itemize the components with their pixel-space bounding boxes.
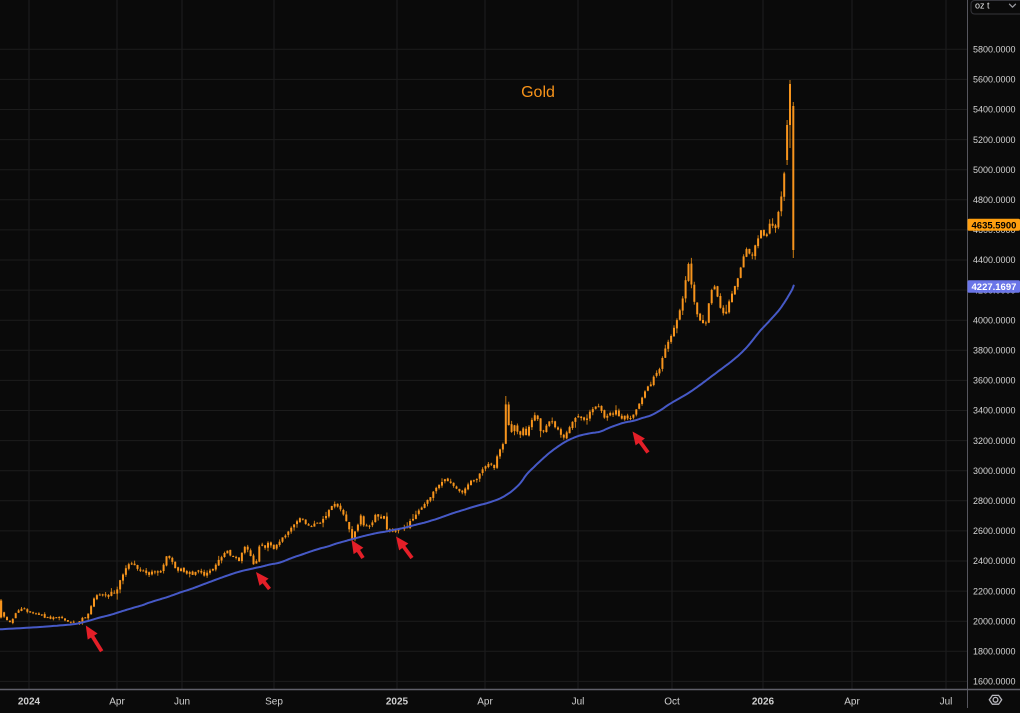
svg-text:4400.0000: 4400.0000 [973,255,1016,265]
svg-text:Apr: Apr [109,697,125,708]
svg-text:Oct: Oct [664,697,680,708]
svg-text:2400.0000: 2400.0000 [973,556,1016,566]
svg-text:2025: 2025 [386,697,409,708]
svg-text:3400.0000: 3400.0000 [973,406,1016,416]
svg-text:Sep: Sep [265,697,283,708]
svg-text:5000.0000: 5000.0000 [973,165,1016,175]
svg-text:3200.0000: 3200.0000 [973,436,1016,446]
svg-text:5600.0000: 5600.0000 [973,75,1016,85]
svg-text:2000.0000: 2000.0000 [973,616,1016,626]
svg-text:Apr: Apr [844,697,860,708]
svg-text:Jul: Jul [572,697,585,708]
svg-text:3800.0000: 3800.0000 [973,346,1016,356]
svg-text:5400.0000: 5400.0000 [973,105,1016,115]
svg-text:2026: 2026 [752,697,775,708]
svg-text:Apr: Apr [477,697,493,708]
svg-text:5200.0000: 5200.0000 [973,135,1016,145]
svg-text:4635.5900: 4635.5900 [972,220,1017,231]
svg-text:1600.0000: 1600.0000 [973,677,1016,687]
svg-text:3000.0000: 3000.0000 [973,466,1016,476]
svg-text:3600.0000: 3600.0000 [973,376,1016,386]
svg-text:4000.0000: 4000.0000 [973,315,1016,325]
svg-text:4800.0000: 4800.0000 [973,195,1016,205]
svg-text:2600.0000: 2600.0000 [973,526,1016,536]
svg-text:2800.0000: 2800.0000 [973,496,1016,506]
svg-text:2200.0000: 2200.0000 [973,586,1016,596]
svg-text:5800.0000: 5800.0000 [973,45,1016,55]
svg-text:2024: 2024 [18,697,41,708]
svg-text:Jul: Jul [940,697,953,708]
svg-text:oz t: oz t [975,1,990,11]
svg-text:Jun: Jun [174,697,190,708]
svg-text:Gold: Gold [521,84,555,101]
svg-text:1800.0000: 1800.0000 [973,647,1016,657]
svg-text:4227.1697: 4227.1697 [972,282,1017,293]
